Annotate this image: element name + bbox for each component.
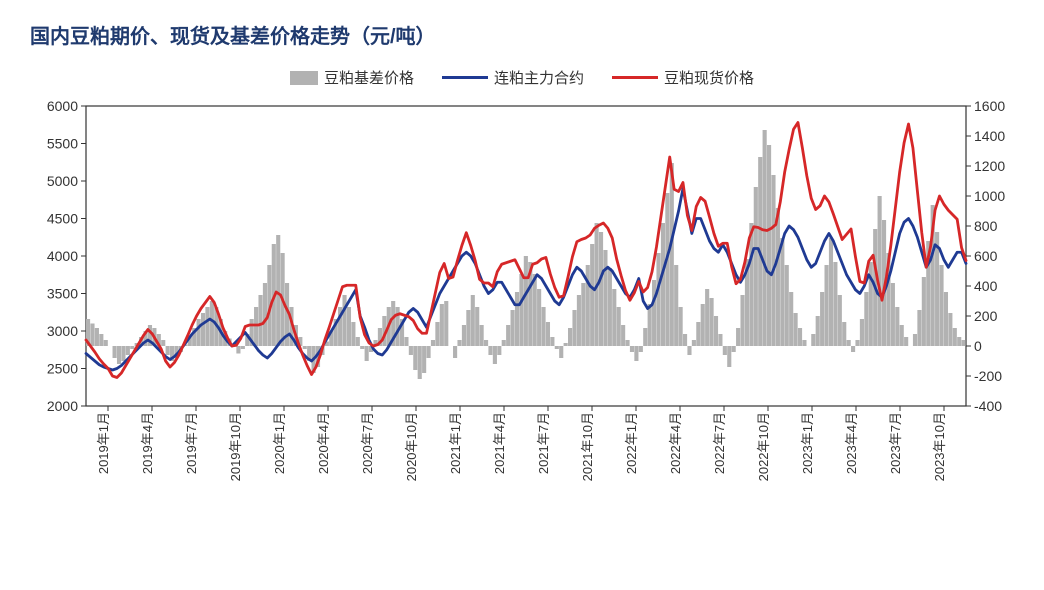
svg-text:-200: -200: [974, 368, 1002, 384]
legend-item-spot: 豆粕现货价格: [612, 67, 754, 88]
svg-text:5500: 5500: [47, 136, 78, 152]
svg-text:3500: 3500: [47, 286, 78, 302]
svg-text:200: 200: [974, 308, 998, 324]
svg-text:5000: 5000: [47, 173, 78, 189]
chart-plot-area: 200025003000350040004500500055006000-400…: [30, 96, 1014, 556]
svg-text:1400: 1400: [974, 128, 1005, 144]
svg-text:400: 400: [974, 278, 998, 294]
svg-text:1600: 1600: [974, 98, 1005, 114]
chart-container: 国内豆粕期价、现货及基差价格走势（元/吨） 豆粕基差价格 连粕主力合约 豆粕现货…: [0, 0, 1044, 590]
svg-text:2021年1月: 2021年1月: [448, 412, 463, 474]
legend-swatch-line-icon: [612, 76, 658, 80]
svg-text:2022年7月: 2022年7月: [712, 412, 727, 474]
svg-text:2019年1月: 2019年1月: [96, 412, 111, 474]
svg-text:2023年10月: 2023年10月: [932, 412, 947, 481]
svg-text:600: 600: [974, 248, 998, 264]
svg-text:2019年4月: 2019年4月: [140, 412, 155, 474]
svg-text:2021年10月: 2021年10月: [580, 412, 595, 481]
legend-item-basis: 豆粕基差价格: [290, 67, 414, 88]
svg-text:2022年10月: 2022年10月: [756, 412, 771, 481]
legend-label: 连粕主力合约: [494, 67, 584, 88]
svg-text:1200: 1200: [974, 158, 1005, 174]
chart-title: 国内豆粕期价、现货及基差价格走势（元/吨）: [30, 20, 1014, 49]
svg-text:2023年7月: 2023年7月: [888, 412, 903, 474]
svg-text:1000: 1000: [974, 188, 1005, 204]
svg-text:2020年4月: 2020年4月: [316, 412, 331, 474]
legend-label: 豆粕现货价格: [664, 67, 754, 88]
svg-text:2019年7月: 2019年7月: [184, 412, 199, 474]
svg-text:4500: 4500: [47, 211, 78, 227]
legend-item-futures: 连粕主力合约: [442, 67, 584, 88]
legend-swatch-bar-icon: [290, 71, 318, 85]
svg-text:0: 0: [974, 338, 982, 354]
svg-text:800: 800: [974, 218, 998, 234]
svg-text:4000: 4000: [47, 248, 78, 264]
svg-text:6000: 6000: [47, 98, 78, 114]
svg-text:3000: 3000: [47, 323, 78, 339]
svg-text:2021年4月: 2021年4月: [492, 412, 507, 474]
svg-text:2022年4月: 2022年4月: [668, 412, 683, 474]
chart-legend: 豆粕基差价格 连粕主力合约 豆粕现货价格: [30, 67, 1014, 88]
svg-text:2020年1月: 2020年1月: [272, 412, 287, 474]
svg-text:2000: 2000: [47, 398, 78, 414]
svg-text:2022年1月: 2022年1月: [624, 412, 639, 474]
svg-text:2500: 2500: [47, 361, 78, 377]
legend-label: 豆粕基差价格: [324, 67, 414, 88]
svg-text:2023年4月: 2023年4月: [844, 412, 859, 474]
svg-text:2020年10月: 2020年10月: [404, 412, 419, 481]
svg-text:2023年1月: 2023年1月: [800, 412, 815, 474]
svg-text:2020年7月: 2020年7月: [360, 412, 375, 474]
legend-swatch-line-icon: [442, 76, 488, 80]
svg-text:2019年10月: 2019年10月: [228, 412, 243, 481]
svg-text:-400: -400: [974, 398, 1002, 414]
svg-text:2021年7月: 2021年7月: [536, 412, 551, 474]
